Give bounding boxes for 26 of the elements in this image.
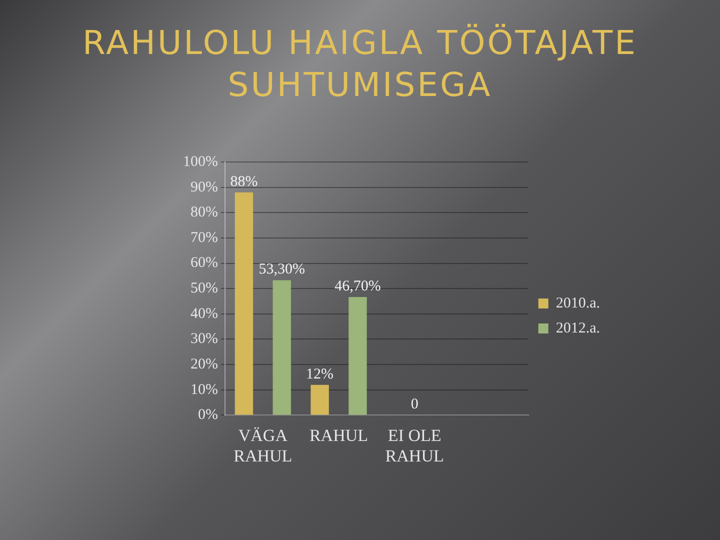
y-tick-label: 70%	[190, 230, 218, 246]
data-label: 0	[410, 396, 418, 413]
y-tick-label: 90%	[190, 179, 218, 196]
y-tick-label: 50%	[190, 280, 218, 297]
x-tick-label: RAHUL	[309, 426, 368, 445]
data-label: 46,70%	[334, 278, 381, 294]
y-tick-label: 100%	[182, 154, 218, 170]
bar	[272, 280, 291, 415]
y-tick-label: 0%	[198, 407, 218, 424]
x-tick-label: VÄGA RAHUL	[234, 426, 292, 466]
data-label: 12%	[306, 366, 334, 382]
y-tick-label: 80%	[190, 204, 218, 221]
data-label: 88%	[230, 174, 258, 190]
y-tick-label: 30%	[190, 331, 218, 348]
legend-label: 2010.a.	[556, 295, 600, 312]
y-tick-label: 10%	[190, 382, 218, 398]
y-tick-label: 20%	[190, 356, 218, 372]
data-label: 53,30%	[258, 262, 305, 278]
bar	[234, 192, 254, 415]
y-tick-label: 60%	[190, 255, 218, 272]
y-tick-label: 40%	[190, 306, 218, 322]
chart-title: RAHULOLU HAIGLA TÖÖTAJATE SUHTUMISEGA	[81, 22, 639, 106]
bar	[348, 296, 367, 415]
legend-label: 2012.a.	[556, 320, 600, 336]
bar	[310, 384, 329, 415]
x-tick-label: EI OLE RAHUL	[385, 426, 444, 466]
